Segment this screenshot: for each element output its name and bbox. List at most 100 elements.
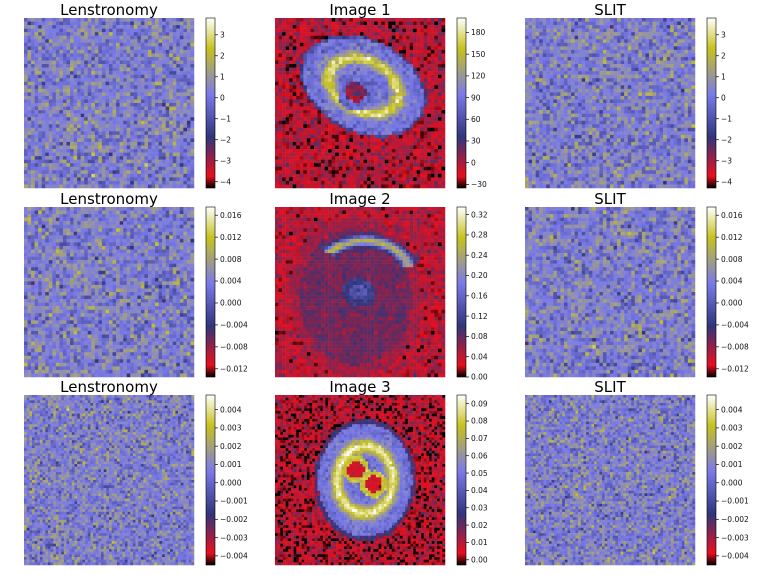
heatmap-cell [81, 85, 85, 89]
heatmap-cell [70, 89, 74, 93]
heatmap-cell [88, 89, 92, 93]
heatmap-cell [105, 124, 109, 128]
heatmap-cell [81, 96, 85, 100]
heatmap-cell [116, 99, 120, 103]
heatmap-cell [169, 68, 173, 72]
heatmap-cell [159, 68, 163, 72]
heatmap-cell [187, 43, 191, 47]
heatmap-cell [169, 57, 173, 61]
heatmap-cell [152, 131, 156, 135]
heatmap-cell [169, 89, 173, 93]
heatmap-cell [70, 135, 74, 139]
heatmap-cell [155, 29, 159, 33]
heatmap-cell [155, 96, 159, 100]
heatmap-cell [187, 85, 191, 89]
heatmap-cell [105, 75, 109, 79]
heatmap-cell [155, 110, 159, 114]
heatmap-cell [134, 96, 138, 100]
heatmap-cell [123, 57, 127, 61]
heatmap-cell [105, 78, 109, 82]
heatmap-cell [144, 36, 148, 40]
heatmap-cell [88, 128, 92, 132]
heatmap-cell [166, 68, 170, 72]
heatmap-cell [123, 96, 127, 100]
heatmap-cell [24, 121, 28, 125]
heatmap-cell [130, 92, 134, 96]
heatmap-cell [169, 75, 173, 79]
heatmap-cell [84, 18, 88, 22]
heatmap-cell [52, 131, 56, 135]
heatmap-cell [137, 96, 141, 100]
heatmap-cell [187, 53, 191, 57]
heatmap-cell [102, 61, 106, 65]
heatmap-cell [59, 46, 63, 50]
heatmap-cell [173, 71, 177, 75]
heatmap-cell [52, 135, 56, 139]
heatmap-cell [180, 96, 184, 100]
heatmap-cell [137, 22, 141, 26]
heatmap-cell [95, 128, 99, 132]
heatmap-cell [180, 68, 184, 72]
heatmap-cell [98, 82, 102, 86]
heatmap-cell [187, 82, 191, 86]
heatmap-cell [67, 103, 71, 107]
heatmap-cell [24, 78, 28, 82]
heatmap-cell [52, 92, 56, 96]
heatmap-cell [35, 39, 39, 43]
heatmap-cell [127, 99, 131, 103]
heatmap-cell [123, 61, 127, 65]
heatmap-cell [113, 22, 117, 26]
heatmap-cell [74, 131, 78, 135]
heatmap-cell [70, 117, 74, 121]
heatmap-cell [105, 68, 109, 72]
heatmap-cell [137, 32, 141, 36]
heatmap-cell [77, 99, 81, 103]
heatmap-cell [162, 36, 166, 40]
heatmap-cell [88, 18, 92, 22]
heatmap-cell [162, 82, 166, 86]
heatmap-cell [183, 103, 187, 107]
heatmap-cell [45, 18, 49, 22]
heatmap-cell [95, 32, 99, 36]
heatmap-cell [113, 85, 117, 89]
heatmap-cell [52, 50, 56, 54]
heatmap-cell [159, 131, 163, 135]
heatmap-cell [134, 22, 138, 26]
heatmap-cell [74, 92, 78, 96]
heatmap-cell [109, 75, 113, 79]
heatmap-cell [116, 50, 120, 54]
heatmap-cell [148, 75, 152, 79]
heatmap-cell [173, 99, 177, 103]
heatmap-cell [183, 68, 187, 72]
heatmap-cell [105, 89, 109, 93]
heatmap-cell [91, 131, 95, 135]
heatmap-cell [77, 89, 81, 93]
heatmap-cell [63, 36, 67, 40]
heatmap-cell [81, 43, 85, 47]
heatmap-cell [155, 89, 159, 93]
heatmap-cell [38, 36, 42, 40]
heatmap-cell [127, 32, 131, 36]
heatmap-cell [81, 25, 85, 29]
heatmap-cell [95, 99, 99, 103]
heatmap-cell [98, 92, 102, 96]
heatmap-cell [123, 114, 127, 118]
heatmap-cell [166, 71, 170, 75]
heatmap-cell [77, 135, 81, 139]
heatmap-cell [38, 99, 42, 103]
heatmap-cell [190, 50, 194, 54]
heatmap-cell [166, 39, 170, 43]
heatmap-cell [105, 71, 109, 75]
heatmap-cell [70, 68, 74, 72]
heatmap-cell [152, 29, 156, 33]
heatmap-cell [144, 46, 148, 50]
heatmap-cell [38, 96, 42, 100]
heatmap-cell [70, 85, 74, 89]
heatmap-cell [59, 135, 63, 139]
heatmap-cell [180, 32, 184, 36]
heatmap-cell [120, 32, 124, 36]
heatmap-cell [155, 128, 159, 132]
heatmap-cell [38, 39, 42, 43]
heatmap-cell [35, 61, 39, 65]
heatmap-cell [113, 117, 117, 121]
